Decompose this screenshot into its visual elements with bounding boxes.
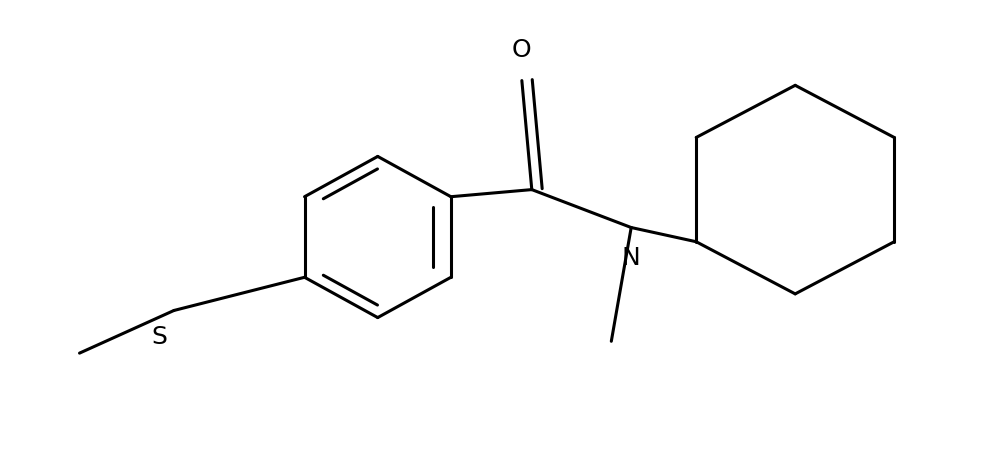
Text: S: S [151, 325, 167, 349]
Text: O: O [512, 37, 532, 62]
Text: N: N [622, 246, 640, 271]
